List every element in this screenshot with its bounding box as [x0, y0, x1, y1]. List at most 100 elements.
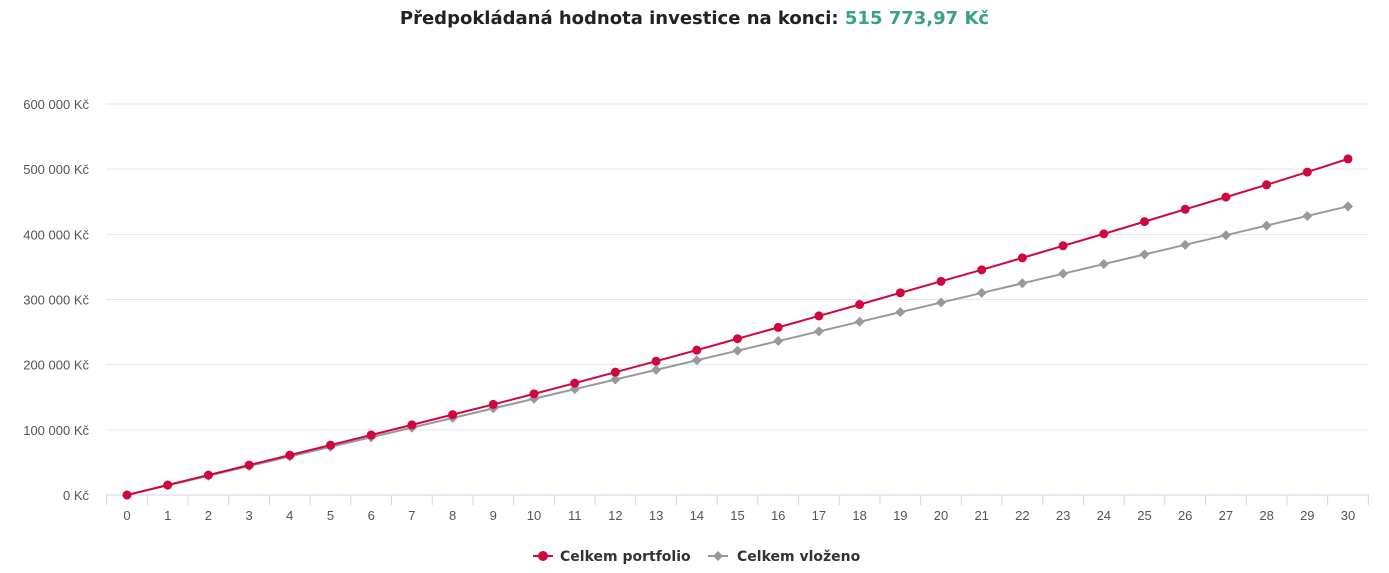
- data-point-portfolio[interactable]: [163, 480, 173, 490]
- title-value: 515 773,97 Kč: [844, 8, 990, 29]
- data-point-portfolio[interactable]: [326, 440, 335, 450]
- x-tick-label: 3: [245, 508, 252, 523]
- x-tick-label: 26: [1178, 508, 1192, 523]
- y-tick-label: 300 000 Kč: [23, 293, 89, 308]
- data-point-invested[interactable]: [895, 307, 906, 318]
- data-point-invested[interactable]: [1302, 210, 1313, 221]
- data-point-portfolio[interactable]: [448, 410, 458, 420]
- legend-marker-invested: [713, 551, 723, 561]
- data-point-invested[interactable]: [1017, 278, 1028, 289]
- x-tick-label: 23: [1056, 508, 1070, 523]
- data-point-invested[interactable]: [691, 355, 702, 366]
- data-point-invested[interactable]: [1261, 220, 1272, 231]
- grid-lines: [106, 103, 1369, 431]
- data-point-invested[interactable]: [1098, 259, 1109, 270]
- data-point-portfolio[interactable]: [1343, 154, 1353, 164]
- x-tick-label: 19: [893, 508, 907, 523]
- x-tick-label: 24: [1097, 508, 1111, 523]
- x-tick-label: 2: [205, 508, 212, 523]
- data-point-portfolio[interactable]: [488, 399, 498, 409]
- data-point-portfolio[interactable]: [692, 345, 702, 355]
- data-point-invested[interactable]: [1343, 201, 1353, 212]
- data-point-invested[interactable]: [610, 374, 621, 385]
- data-point-invested[interactable]: [651, 364, 662, 375]
- legend-label-portfolio: Celkem portfolio: [560, 549, 691, 565]
- data-point-invested[interactable]: [1058, 268, 1069, 279]
- data-point-portfolio[interactable]: [122, 490, 132, 500]
- x-tick-label: 8: [449, 508, 456, 523]
- data-point-portfolio[interactable]: [814, 311, 824, 321]
- x-tick-label: 7: [408, 508, 415, 523]
- legend: Celkem portfolio Celkem vloženo: [533, 549, 861, 565]
- data-point-portfolio[interactable]: [651, 356, 661, 366]
- x-tick-label: 18: [852, 508, 866, 523]
- data-point-invested[interactable]: [1139, 249, 1150, 260]
- data-point-portfolio[interactable]: [529, 389, 539, 399]
- data-point-portfolio[interactable]: [203, 470, 213, 480]
- x-tick-label: 29: [1300, 508, 1314, 523]
- legend-label-invested: Celkem vloženo: [737, 549, 861, 565]
- x-tick-label: 28: [1259, 508, 1273, 523]
- x-tick-label: 13: [649, 508, 663, 523]
- x-tick-label: 30: [1341, 508, 1355, 523]
- y-tick-label: 200 000 Kč: [23, 358, 89, 373]
- data-point-invested[interactable]: [936, 297, 946, 308]
- x-axis: 0 1 2 3 4 5 6 7 8 9 10 11 12 13 14 15 16 17 18 19 20 21 22 23 24…: [106, 494, 1369, 523]
- x-tick-label: 17: [812, 508, 826, 523]
- data-point-invested[interactable]: [1180, 239, 1191, 250]
- data-point-portfolio[interactable]: [1180, 204, 1190, 214]
- series-layer: [122, 154, 1353, 500]
- data-point-portfolio[interactable]: [1058, 241, 1068, 251]
- x-tick-label: 1: [164, 508, 171, 523]
- x-tick-label: 10: [527, 508, 541, 523]
- data-point-portfolio[interactable]: [407, 420, 417, 430]
- legend-item-invested[interactable]: Celkem vloženo: [708, 549, 861, 565]
- data-point-portfolio[interactable]: [773, 322, 783, 332]
- title-prefix: Předpokládaná hodnota investice na konci…: [399, 8, 839, 29]
- data-point-portfolio[interactable]: [1140, 217, 1149, 227]
- data-point-portfolio[interactable]: [936, 276, 946, 286]
- x-tick-label: 20: [934, 508, 948, 523]
- x-tick-label: 5: [327, 508, 334, 523]
- data-point-invested[interactable]: [813, 326, 824, 337]
- data-point-portfolio[interactable]: [570, 378, 580, 388]
- data-point-invested[interactable]: [976, 287, 987, 298]
- legend-marker-portfolio: [538, 551, 548, 561]
- data-point-portfolio[interactable]: [366, 430, 376, 440]
- data-point-portfolio[interactable]: [977, 265, 987, 275]
- y-axis: 0 Kč 100 000 Kč 200 000 Kč 300 000 Kč 400 00…: [23, 97, 89, 503]
- data-point-invested[interactable]: [1220, 230, 1231, 241]
- x-tick-label: 14: [690, 508, 704, 523]
- x-tick-label: 15: [730, 508, 744, 523]
- x-tick-label: 9: [490, 508, 497, 523]
- data-point-invested[interactable]: [854, 316, 865, 327]
- data-point-invested[interactable]: [773, 336, 784, 347]
- series-line-portfolio: [126, 157, 1349, 496]
- data-point-portfolio[interactable]: [895, 288, 905, 298]
- x-tick-label: 4: [286, 508, 293, 523]
- page-title: Předpokládaná hodnota investice na konci…: [0, 8, 1389, 29]
- x-tick-label: 6: [368, 508, 375, 523]
- x-tick-label: 11: [568, 508, 582, 523]
- data-point-portfolio[interactable]: [855, 300, 865, 310]
- data-point-portfolio[interactable]: [1262, 180, 1272, 190]
- y-tick-label: 0 Kč: [63, 488, 90, 503]
- data-point-portfolio[interactable]: [610, 367, 620, 377]
- data-point-portfolio[interactable]: [1302, 167, 1312, 177]
- data-point-portfolio[interactable]: [1017, 253, 1027, 263]
- y-tick-label: 600 000 Kč: [23, 97, 89, 112]
- data-point-invested[interactable]: [732, 345, 743, 356]
- data-point-portfolio[interactable]: [285, 450, 295, 460]
- x-tick-label: 25: [1137, 508, 1151, 523]
- data-point-portfolio[interactable]: [1099, 229, 1109, 239]
- data-point-portfolio[interactable]: [1221, 192, 1231, 202]
- x-tick-label: 22: [1015, 508, 1029, 523]
- data-point-portfolio[interactable]: [244, 460, 254, 470]
- legend-item-portfolio[interactable]: Celkem portfolio: [533, 549, 691, 565]
- x-tick-label: 0: [123, 508, 130, 523]
- data-point-portfolio[interactable]: [733, 334, 742, 344]
- y-tick-label: 100 000 Kč: [23, 423, 89, 438]
- x-tick-label: 21: [974, 508, 988, 523]
- x-tick-label: 27: [1219, 508, 1233, 523]
